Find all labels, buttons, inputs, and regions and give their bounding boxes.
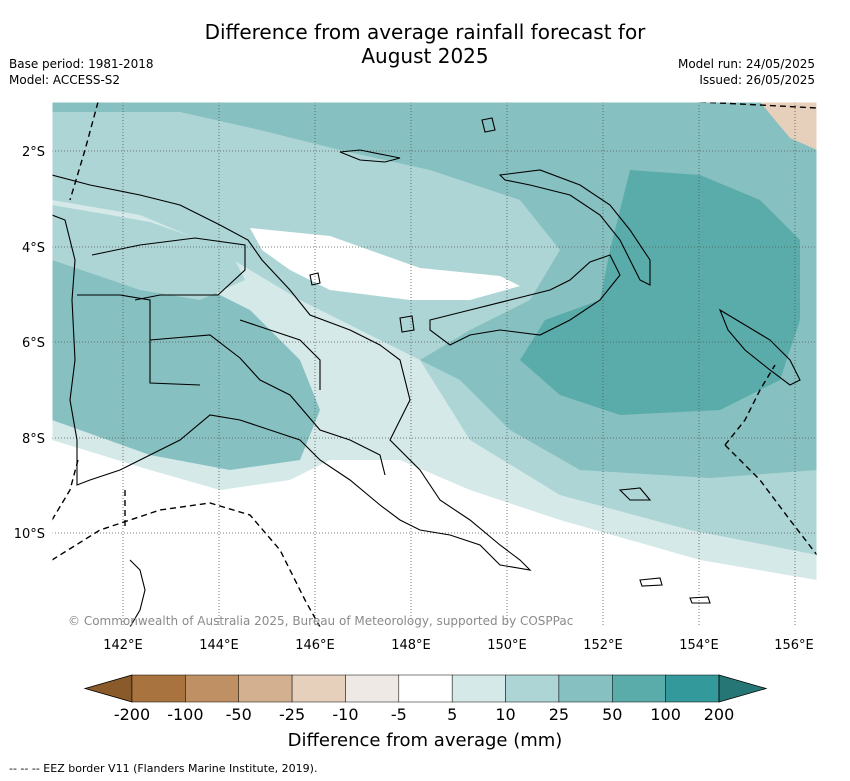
colorbar-segment (131, 674, 186, 703)
lon-label-156e: 156°E (774, 638, 814, 653)
lon-label-150e: 150°E (487, 638, 527, 653)
manus-island (339, 149, 401, 163)
latitude-labels: 2°S 4°S 6°S 8°S 10°S (14, 145, 45, 542)
lon-label-142e: 142°E (103, 638, 143, 653)
lat-label-6s: 6°S (22, 336, 45, 351)
colorbar-tick-label: 100 (650, 705, 681, 724)
base-period: Base period: 1981-2018 (9, 57, 154, 71)
colorbar-tick-label: -25 (279, 705, 306, 724)
colorbar-segment (345, 674, 400, 703)
new-ireland (498, 169, 651, 286)
colorbar-tick-label: -5 (390, 705, 407, 724)
eez-legend-note: -- -- -- EEZ border V11 (Flanders Marine… (9, 762, 318, 775)
colorbar-tick-label: -200 (113, 705, 151, 724)
band-light-teal-west (52, 205, 245, 300)
southeast-islands (618, 487, 711, 604)
band-white-patch (250, 228, 520, 300)
colorbar-segment (398, 674, 453, 703)
title-line-1: Difference from average rainfall forecas… (204, 20, 646, 44)
colorbar-segment (238, 674, 293, 703)
title-line-2: August 2025 (361, 44, 489, 68)
map-title: Difference from average rainfall forecas… (0, 20, 850, 68)
lon-label-144e: 144°E (199, 638, 239, 653)
colorbar-tick-label: 50 (602, 705, 623, 724)
lat-label-8s: 8°S (22, 432, 45, 447)
lat-label-10s: 10°S (14, 527, 45, 542)
island-small-3 (399, 315, 415, 333)
australia-cape-york (129, 559, 146, 627)
colorbar-segment (612, 674, 666, 703)
coastlines (52, 117, 801, 627)
colorbar-extend-high (718, 674, 768, 703)
new-guinea-coast (52, 174, 532, 571)
colorbar-tick-label: -10 (332, 705, 359, 724)
colorbar-label: Difference from average (mm) (287, 730, 563, 751)
lat-label-2s: 2°S (22, 145, 45, 160)
province-lines (91, 237, 246, 301)
lat-label-4s: 4°S (22, 241, 45, 256)
band-dark-teal (520, 170, 800, 415)
colorbar-tick-label: 10 (495, 705, 516, 724)
colorbar (83, 674, 768, 703)
colorbar-extend-low (83, 674, 133, 703)
meta-left: Base period: 1981-2018 Model: ACCESS-S2 (9, 56, 154, 88)
colorbar-segment (451, 674, 506, 703)
model-run: Model run: 24/05/2025 (677, 57, 815, 71)
band-mid-teal-west (52, 255, 320, 470)
new-britain (429, 254, 621, 346)
colorbar-tick-label: -50 (225, 705, 252, 724)
province-lines-3 (239, 319, 321, 390)
lon-label-152e: 152°E (583, 638, 623, 653)
longitude-labels: 142°E 144°E 146°E 148°E 150°E 152°E 154°… (103, 638, 814, 653)
band-brown-corner (760, 102, 817, 150)
colorbar-tick-label: 5 (447, 705, 458, 724)
copyright-notice: © Commonwealth of Australia 2025, Bureau… (68, 614, 574, 628)
border-png (77, 294, 201, 386)
map-area (52, 102, 817, 627)
colorbar-segment (291, 674, 346, 703)
eez-border (52, 102, 817, 627)
model-name: Model: ACCESS-S2 (9, 73, 121, 87)
lon-label-154e: 154°E (679, 638, 719, 653)
colorbar-segment (558, 674, 613, 703)
colorbar-tick-label: -100 (167, 705, 204, 724)
meta-right: Model run: 24/05/2025 Issued: 26/05/2025 (678, 56, 815, 88)
colorbar-segment (505, 674, 560, 703)
lon-label-146e: 146°E (295, 638, 335, 653)
lon-label-148e: 148°E (391, 638, 431, 653)
bougainville (718, 308, 801, 386)
colorbar-segment (185, 674, 239, 703)
island-small-2 (309, 272, 321, 286)
colorbar-tick-label: 200 (703, 705, 735, 724)
island-small-1 (481, 117, 496, 133)
issued-date: Issued: 26/05/2025 (699, 73, 815, 87)
province-lines-2 (149, 334, 386, 476)
colorbar-segment (665, 674, 720, 703)
colorbar-tick-label: 25 (548, 705, 570, 724)
graticule (52, 102, 817, 627)
